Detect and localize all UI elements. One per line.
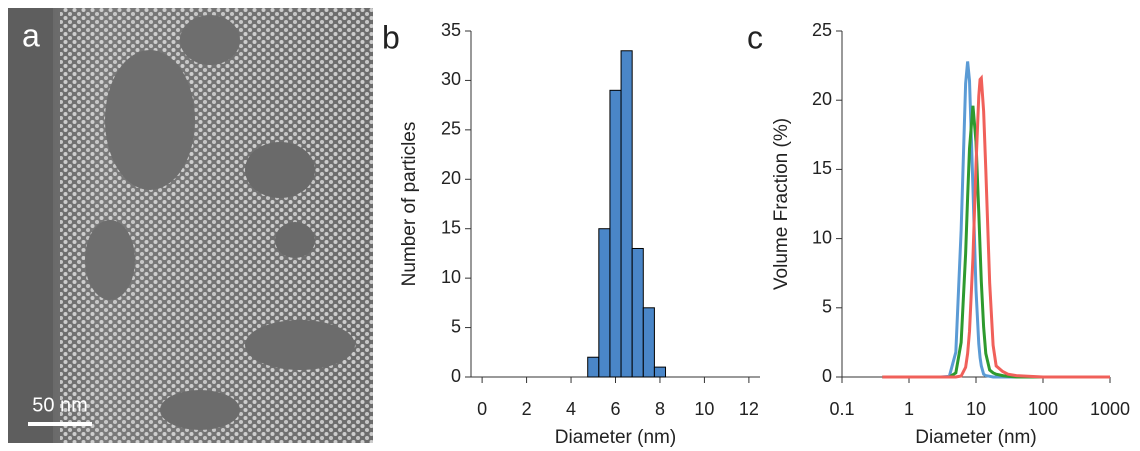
tem-image: a 50 nm	[8, 8, 373, 443]
bar	[620, 50, 633, 378]
y-tick-label: 25	[441, 119, 461, 139]
y-tick-label: 20	[812, 89, 832, 109]
x-tick-label: 2	[522, 399, 532, 419]
line-series	[882, 74, 1110, 379]
panel-label: a	[22, 17, 40, 53]
y-tick-label: 10	[812, 227, 832, 247]
x-tick-label: 6	[610, 399, 620, 419]
y-tick-label: 30	[441, 69, 461, 89]
bar	[609, 89, 622, 378]
x-tick-label: 1000	[1090, 399, 1130, 419]
x-tick-label: 10	[966, 399, 986, 419]
line-series	[882, 105, 1110, 379]
bar	[587, 356, 600, 378]
bar	[653, 366, 667, 378]
bar	[631, 247, 644, 378]
y-tick-label: 25	[812, 20, 832, 40]
x-tick-label: 1	[904, 399, 914, 419]
y-axis-label: Volume Fraction (%)	[771, 118, 792, 290]
y-tick-label: 35	[441, 20, 461, 40]
y-tick-label: 10	[441, 267, 461, 287]
x-tick-label: 100	[1028, 399, 1058, 419]
x-tick-label: 0	[477, 399, 487, 419]
bar	[598, 228, 611, 378]
y-tick-label: 20	[441, 168, 461, 188]
y-axis-label: Number of particles	[399, 122, 420, 287]
y-tick-label: 0	[451, 366, 461, 386]
panel-label: c	[747, 19, 763, 55]
y-tick-label: 15	[441, 217, 461, 237]
y-tick-label: 0	[822, 366, 832, 386]
line-series	[882, 61, 1110, 379]
x-tick-label: 4	[566, 399, 576, 419]
scale-bar-label: 50 nm	[32, 394, 88, 416]
x-tick-label: 10	[694, 399, 714, 419]
x-axis-label: Diameter (nm)	[915, 427, 1036, 448]
bar	[642, 307, 655, 378]
y-tick-label: 15	[812, 158, 832, 178]
x-axis-label: Diameter (nm)	[555, 427, 676, 448]
x-tick-label: 12	[739, 399, 759, 419]
x-tick-label: 8	[655, 399, 665, 419]
x-tick-label: 0.1	[829, 399, 854, 419]
panel-label: b	[382, 19, 400, 55]
y-tick-label: 5	[822, 297, 832, 317]
y-tick-label: 5	[451, 316, 461, 336]
